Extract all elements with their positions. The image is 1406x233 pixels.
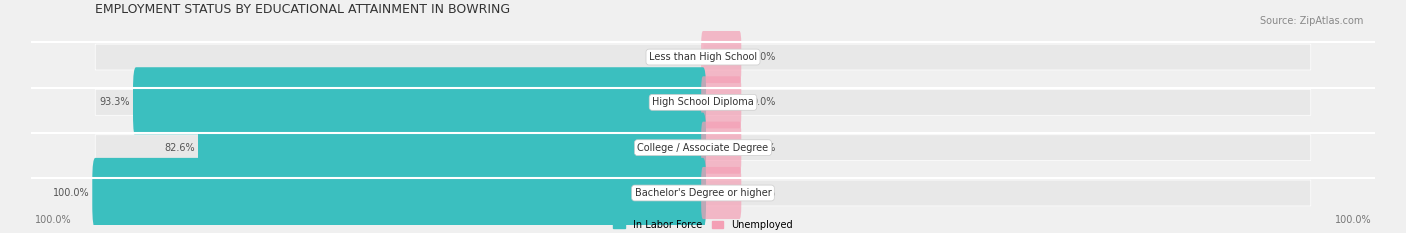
Text: EMPLOYMENT STATUS BY EDUCATIONAL ATTAINMENT IN BOWRING: EMPLOYMENT STATUS BY EDUCATIONAL ATTAINM… [96,3,510,16]
Text: 0.0%: 0.0% [752,188,776,198]
FancyBboxPatch shape [703,180,1310,206]
Text: 100.0%: 100.0% [35,215,72,225]
FancyBboxPatch shape [702,31,741,83]
Text: Less than High School: Less than High School [650,52,756,62]
Text: Bachelor's Degree or higher: Bachelor's Degree or higher [634,188,772,198]
FancyBboxPatch shape [134,67,706,137]
FancyBboxPatch shape [96,180,703,206]
Text: College / Associate Degree: College / Associate Degree [637,143,769,153]
FancyBboxPatch shape [96,89,703,115]
FancyBboxPatch shape [93,158,706,228]
Text: 100.0%: 100.0% [52,188,89,198]
Text: 0.0%: 0.0% [661,52,685,62]
Text: Source: ZipAtlas.com: Source: ZipAtlas.com [1260,16,1364,26]
Text: 0.0%: 0.0% [752,52,776,62]
Text: 93.3%: 93.3% [100,97,129,107]
Legend: In Labor Force, Unemployed: In Labor Force, Unemployed [613,220,793,230]
FancyBboxPatch shape [702,167,741,219]
Text: 82.6%: 82.6% [165,143,195,153]
FancyBboxPatch shape [703,135,1310,161]
FancyBboxPatch shape [96,135,703,161]
FancyBboxPatch shape [703,44,1310,70]
FancyBboxPatch shape [703,89,1310,115]
Text: 100.0%: 100.0% [1334,215,1371,225]
FancyBboxPatch shape [198,113,706,183]
FancyBboxPatch shape [96,44,703,70]
Text: 0.0%: 0.0% [752,143,776,153]
Text: High School Diploma: High School Diploma [652,97,754,107]
FancyBboxPatch shape [702,122,741,174]
Text: 0.0%: 0.0% [752,97,776,107]
FancyBboxPatch shape [702,76,741,128]
